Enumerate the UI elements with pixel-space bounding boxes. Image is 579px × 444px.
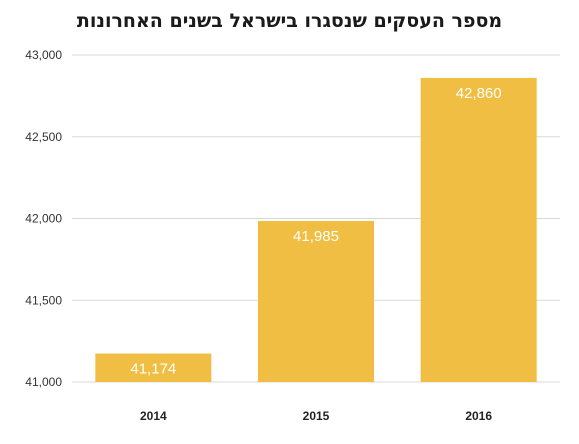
- data-labels: 41,174 41,985 42,860: [130, 85, 501, 378]
- chart-title: מספר העסקים שנסגרו בישראל בשנים האחרונות: [76, 10, 503, 32]
- x-tick-label-2016: 2016: [465, 409, 492, 423]
- y-tick-label: 41,500: [25, 293, 62, 307]
- x-axis-category-labels: 2014 2015 2016: [140, 409, 492, 423]
- data-label-2015: 41,985: [293, 228, 339, 245]
- data-label-2016: 42,860: [456, 85, 502, 102]
- y-tick-label: 42,000: [25, 212, 62, 226]
- bar-2015: [258, 220, 374, 382]
- bars: [95, 77, 537, 382]
- bar-2014: [95, 353, 212, 382]
- x-tick-label-2015: 2015: [303, 409, 330, 423]
- bar-2016: [420, 77, 537, 382]
- x-tick-label-2014: 2014: [140, 409, 167, 423]
- y-axis-tick-labels: 41,000 41,500 42,000 42,500 43,000: [25, 48, 62, 389]
- data-label-2014: 41,174: [130, 361, 176, 378]
- y-tick-label: 41,000: [25, 375, 62, 389]
- y-tick-label: 43,000: [25, 48, 62, 62]
- y-tick-label: 42,500: [25, 130, 62, 144]
